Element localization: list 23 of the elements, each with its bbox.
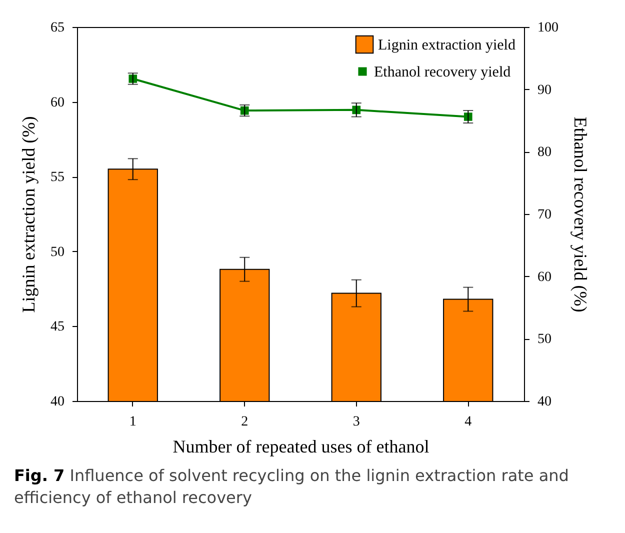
y-tick-label: 60 bbox=[50, 95, 64, 110]
y2-tick-label: 40 bbox=[538, 394, 552, 410]
y-tick-label: 50 bbox=[50, 244, 64, 260]
x-tick-label: 4 bbox=[464, 414, 472, 430]
legend-label: Ethanol recovery yield bbox=[374, 64, 512, 80]
y-tick-label: 45 bbox=[50, 320, 64, 335]
y-tick-label: 55 bbox=[50, 170, 64, 186]
y2-axis-title: Ethanol recovery yield (%) bbox=[570, 116, 590, 312]
x-axis-title: Number of repeated uses of ethanol bbox=[172, 436, 430, 456]
y-axis-title: Lignin extraction yield (%) bbox=[18, 116, 38, 313]
y2-tick-label: 90 bbox=[538, 82, 552, 98]
y-tick-label: 65 bbox=[50, 20, 64, 36]
y2-tick-label: 70 bbox=[538, 208, 552, 222]
x-tick-label: 3 bbox=[352, 414, 360, 430]
y2-tick-label: 100 bbox=[538, 20, 558, 36]
y-tick-label: 40 bbox=[50, 394, 64, 410]
y2-tick-label: 80 bbox=[538, 145, 552, 160]
y2-tick-label: 50 bbox=[538, 332, 552, 348]
x-tick-label: 2 bbox=[241, 414, 248, 430]
y2-tick-label: 60 bbox=[538, 270, 552, 285]
legend-label: Lignin extraction yield bbox=[378, 38, 516, 54]
x-tick-label: 1 bbox=[129, 414, 136, 430]
text: Fig. 7 Influence of solvent recycling on the lignin extraction rate and efficiency of ethanol recovery bbox=[14, 465, 570, 510]
